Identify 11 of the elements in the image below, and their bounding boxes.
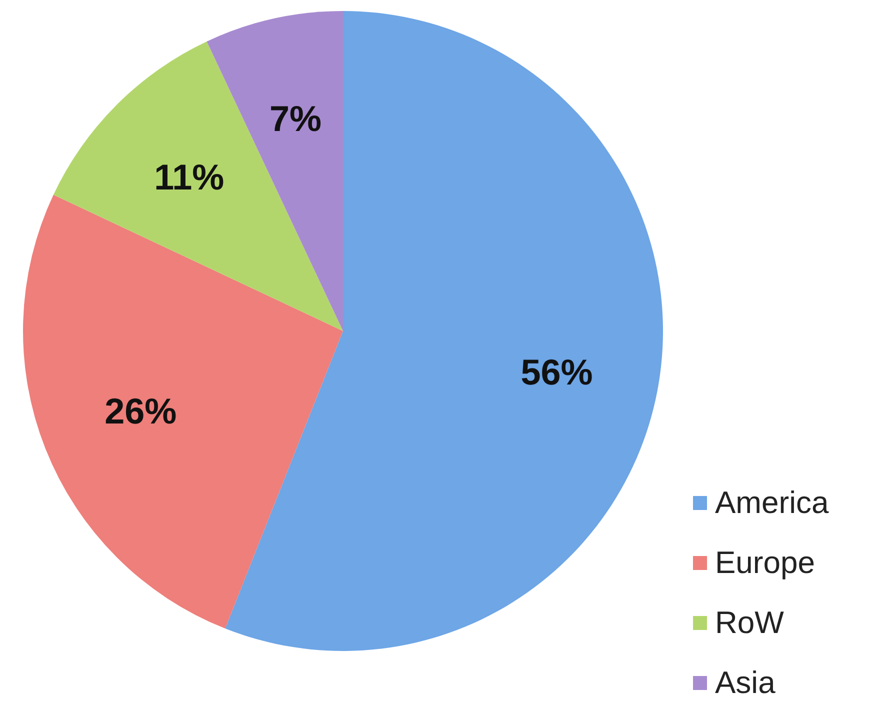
legend-label: Europe bbox=[715, 545, 815, 581]
pie-slice bbox=[53, 41, 343, 331]
data-label: 11% bbox=[154, 156, 224, 198]
legend-label: Asia bbox=[715, 665, 776, 701]
legend-label: America bbox=[715, 485, 829, 521]
pie-slice bbox=[24, 194, 343, 629]
data-label: 56% bbox=[520, 351, 593, 392]
legend-label: RoW bbox=[715, 605, 784, 641]
pie-slice bbox=[225, 11, 662, 651]
data-label: 7% bbox=[270, 98, 322, 140]
data-label: 26% bbox=[104, 390, 177, 432]
